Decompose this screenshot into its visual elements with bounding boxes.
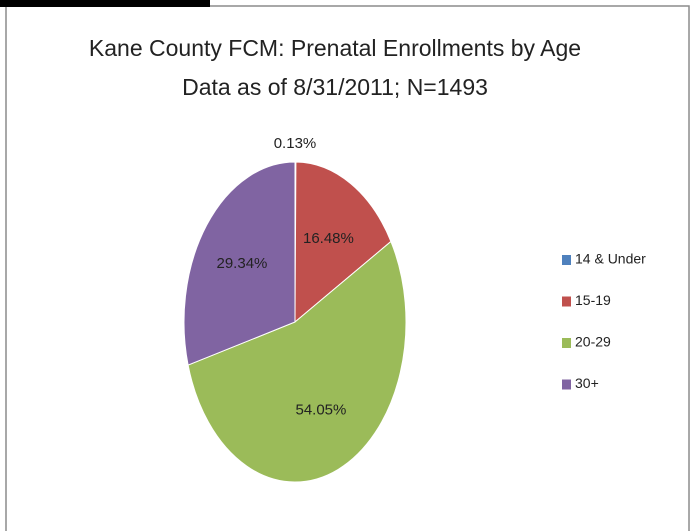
legend-swatch bbox=[562, 255, 571, 265]
data-label: 29.34% bbox=[217, 255, 268, 272]
pie-slice bbox=[294, 161, 392, 324]
legend-swatch bbox=[562, 296, 571, 307]
data-label: 54.05% bbox=[295, 401, 346, 418]
data-label: 16.48% bbox=[303, 230, 354, 247]
legend-label: 14 & Under bbox=[575, 251, 646, 267]
pie-slice bbox=[187, 240, 407, 483]
pie-slice bbox=[183, 161, 296, 366]
chart-frame bbox=[5, 5, 690, 531]
chart-title: Kane County FCM: Prenatal Enrollments by… bbox=[89, 35, 581, 61]
legend-label: 15-19 bbox=[575, 292, 611, 308]
legend-label: 30+ bbox=[575, 375, 599, 391]
legend-swatch bbox=[562, 338, 571, 348]
legend-label: 20-29 bbox=[575, 334, 611, 350]
top-bar bbox=[0, 0, 210, 7]
legend-swatch bbox=[562, 379, 571, 390]
data-label: 0.13% bbox=[274, 135, 317, 152]
chart-subtitle: Data as of 8/31/2011; N=1493 bbox=[182, 74, 488, 100]
